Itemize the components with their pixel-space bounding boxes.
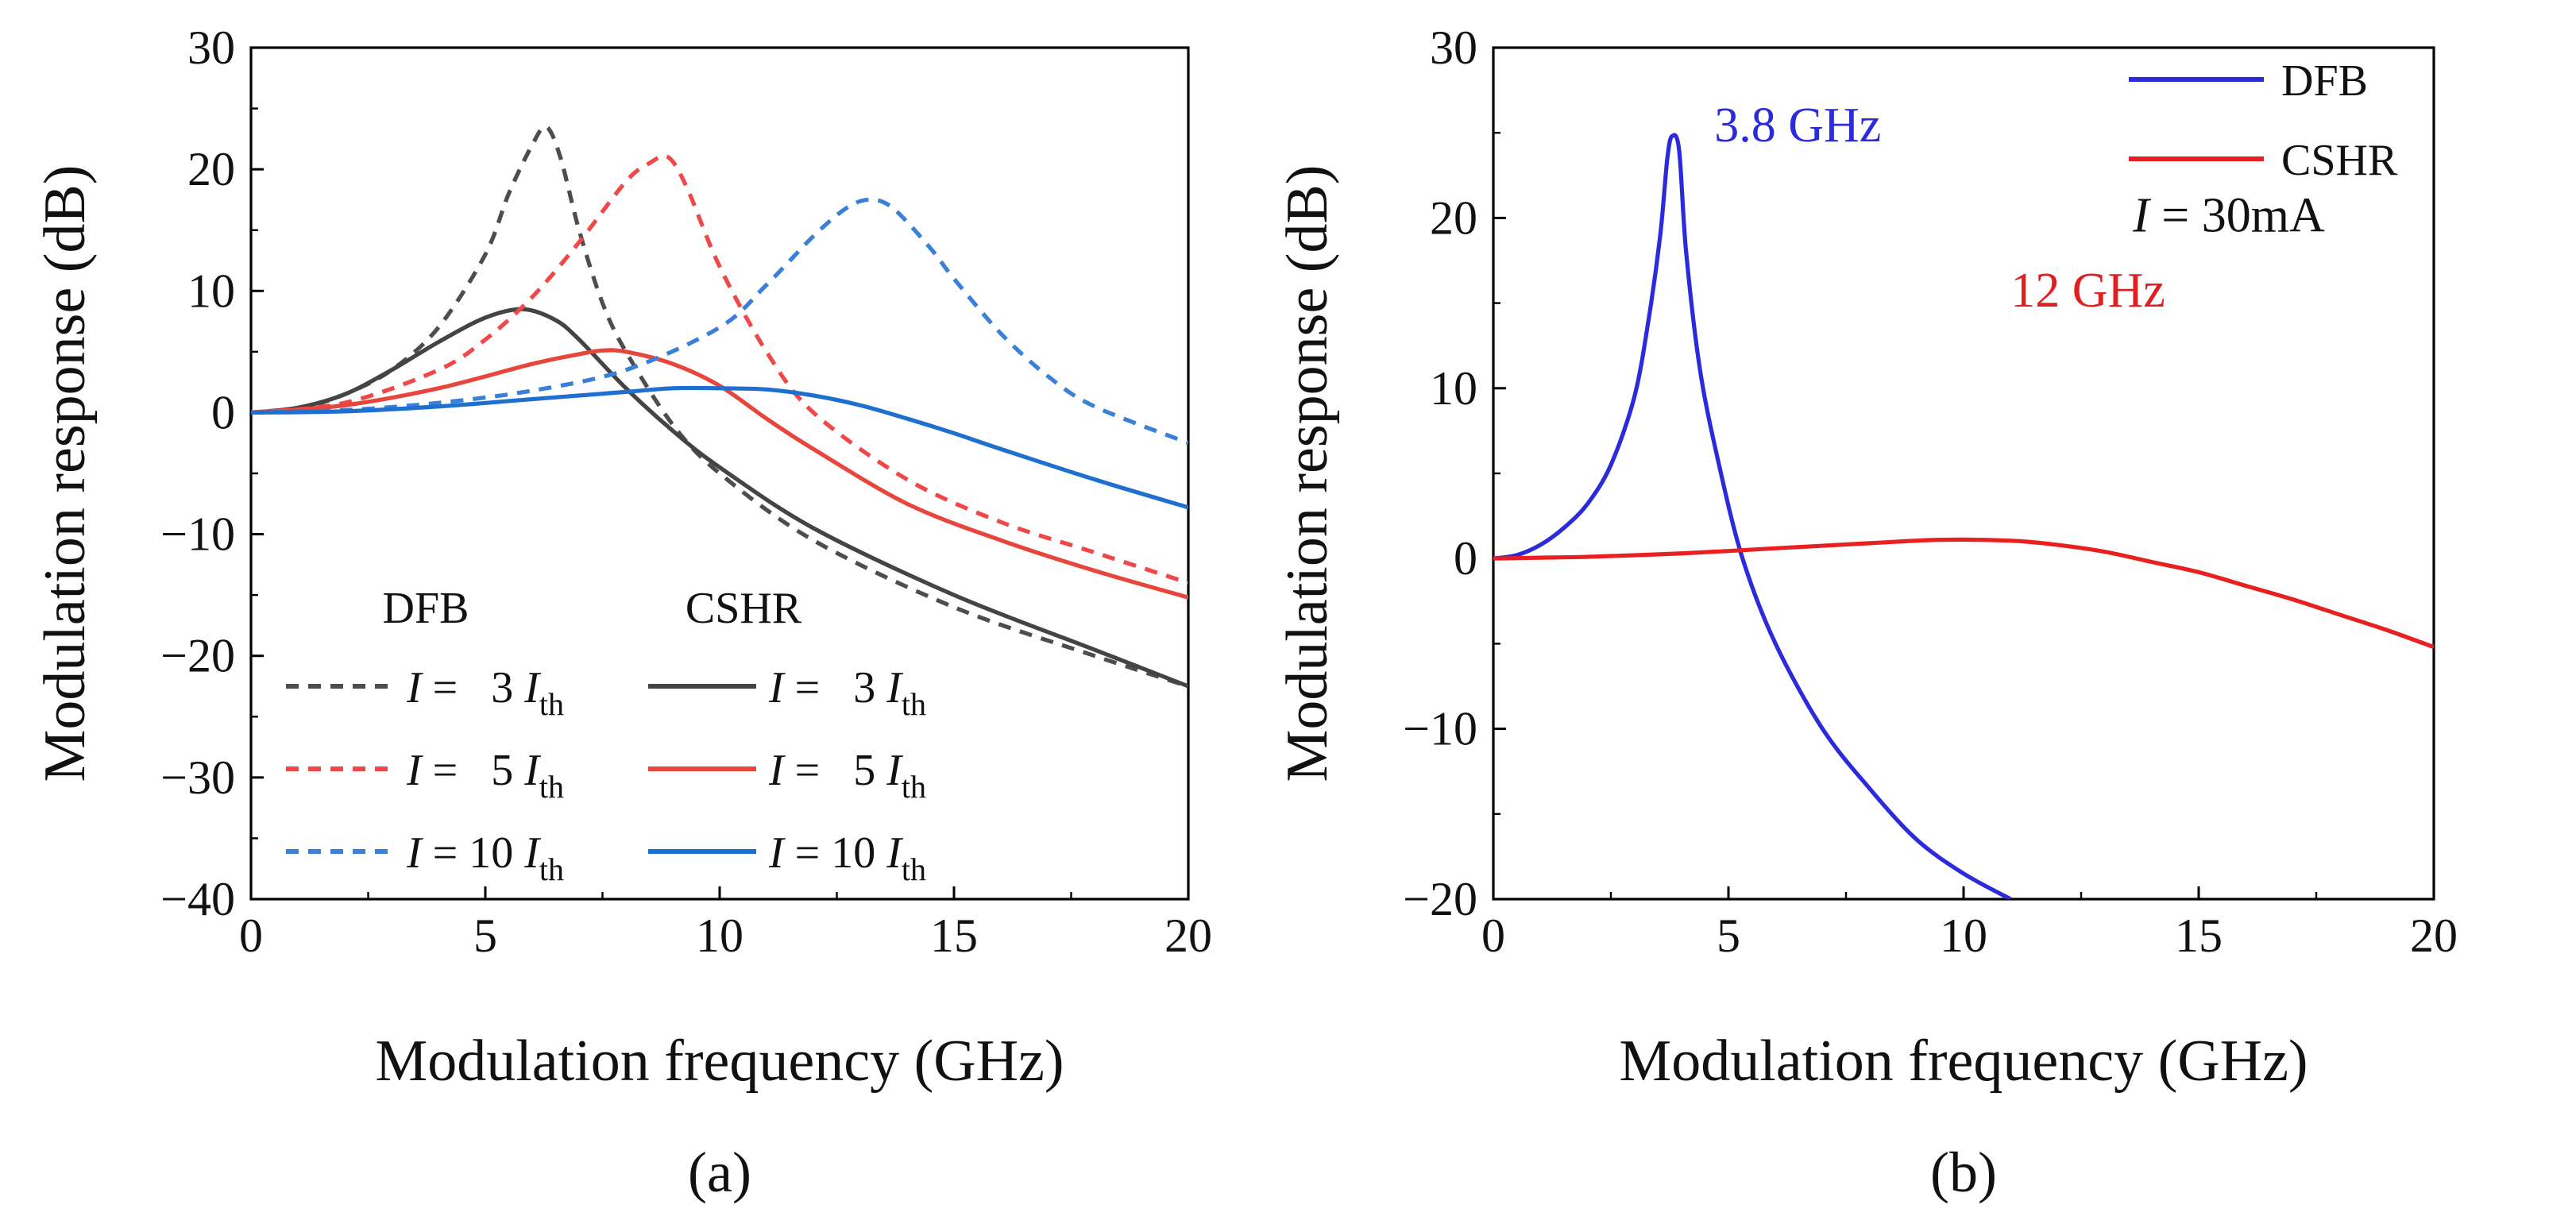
series-line-cshr-3ith xyxy=(251,307,1188,689)
annotation-text: = 30mA xyxy=(2149,189,2325,243)
legend-var: I xyxy=(886,746,903,795)
y-tick-label: 10 xyxy=(1430,362,1477,415)
legend: DFB CSHR xyxy=(2129,56,2398,185)
x-axis-title: Modulation frequency (GHz) xyxy=(375,1029,1064,1094)
panel-caption: (b) xyxy=(1930,1141,1997,1204)
legend-header-dfb: DFB xyxy=(383,584,469,633)
y-tick-label: −30 xyxy=(160,751,235,804)
y-tick-label: −20 xyxy=(160,630,235,682)
y-tick-label: 20 xyxy=(187,143,235,195)
legend-num: 3 xyxy=(831,663,875,712)
legend-space xyxy=(875,828,886,878)
y-tick-label: −40 xyxy=(160,873,235,925)
annotation: I = 30mA xyxy=(2132,189,2325,243)
x-tick-label: 15 xyxy=(930,909,978,962)
legend-sub: th xyxy=(539,851,564,887)
legend-space xyxy=(875,663,886,712)
legend-eq: = xyxy=(784,746,832,795)
legend-label: I = 5 Ith xyxy=(406,746,564,805)
legend-num: 3 xyxy=(469,663,513,712)
legend-eq: = xyxy=(422,663,469,712)
legend-var: I xyxy=(406,746,423,795)
series-line-dfb-3ith xyxy=(251,124,1188,689)
y-tick-label: −10 xyxy=(160,508,235,561)
legend-eq: = xyxy=(784,828,832,878)
annotation-var: I xyxy=(2132,189,2152,243)
legend-num: 10 xyxy=(831,828,875,878)
legend-var: I xyxy=(768,828,786,878)
y-tick-label: −20 xyxy=(1403,873,1477,925)
series-line-cshr xyxy=(1493,537,2434,650)
legend-var: I xyxy=(768,746,786,795)
series-line-cshr-5ith xyxy=(251,348,1188,600)
legend-sub: th xyxy=(902,769,926,805)
legend-num: 5 xyxy=(831,746,875,795)
legend-label: CSHR xyxy=(2281,136,2398,185)
legend-label: I = 5 Ith xyxy=(768,746,926,805)
annotation: 12 GHz xyxy=(2010,264,2165,318)
y-tick-label: 10 xyxy=(187,264,235,317)
legend-header-cshr: CSHR xyxy=(686,584,802,633)
annotation: 3.8 GHz xyxy=(1714,98,1881,152)
legend-var: I xyxy=(523,663,541,712)
panel-caption: (a) xyxy=(688,1141,751,1204)
plot-frame xyxy=(249,46,1190,901)
legend-label: I = 3 Ith xyxy=(406,663,564,722)
x-tick-label: 0 xyxy=(1481,909,1505,962)
y-tick-label: 0 xyxy=(1454,532,1477,585)
legend-label: I = 10 Ith xyxy=(768,828,926,887)
series-line-dfb xyxy=(1493,133,2012,899)
x-axis-title: Modulation frequency (GHz) xyxy=(1619,1029,2308,1094)
panel-b: 0 5 10 15 20 −20 −10 0 10 20 30 Modulation frequenc… xyxy=(1275,21,2458,1204)
series-line-cshr-10ith xyxy=(251,385,1188,510)
x-tick-label: 5 xyxy=(473,909,497,962)
legend-space xyxy=(513,663,524,712)
y-tick-label: 30 xyxy=(1430,21,1477,74)
x-tick-label: 10 xyxy=(696,909,743,962)
x-tick-label: 0 xyxy=(239,909,263,962)
legend-num: 5 xyxy=(469,746,513,795)
x-tick-label: 20 xyxy=(1164,909,1212,962)
legend-sub: th xyxy=(902,851,926,887)
legend-eq: = xyxy=(422,746,469,795)
x-tick-label: 5 xyxy=(1717,909,1740,962)
panel-a: 0 5 10 15 20 −40 −30 −20 −10 0 10 20 30 Modulation fr… xyxy=(33,21,1212,1204)
legend-space xyxy=(513,828,524,878)
y-axis-title: Modulation response (dB) xyxy=(1275,165,1340,782)
y-tick-label: 0 xyxy=(211,386,235,438)
legend-var: I xyxy=(406,663,423,712)
y-tick-label: 30 xyxy=(187,21,235,74)
x-tick-label: 10 xyxy=(1940,909,1987,962)
legend-label: I = 3 Ith xyxy=(768,663,926,722)
series-line-dfb-10ith xyxy=(251,197,1188,446)
x-tick-label: 20 xyxy=(2410,909,2458,962)
y-tick-label: −10 xyxy=(1403,703,1477,755)
legend-eq: = xyxy=(784,663,832,712)
legend-var: I xyxy=(523,746,541,795)
x-tick-label: 15 xyxy=(2175,909,2223,962)
legend-num: 10 xyxy=(469,828,513,878)
legend-var: I xyxy=(768,663,786,712)
legend-sub: th xyxy=(539,769,564,805)
legend-var: I xyxy=(886,663,903,712)
legend-label: DFB xyxy=(2281,56,2368,106)
legend-eq: = xyxy=(422,828,469,878)
legend-var: I xyxy=(523,828,541,878)
y-tick-label: 20 xyxy=(1430,191,1477,244)
legend-var: I xyxy=(886,828,903,878)
legend-sub: th xyxy=(539,686,564,722)
legend-sub: th xyxy=(902,686,926,722)
legend-space xyxy=(513,746,524,795)
legend-space xyxy=(875,746,886,795)
series-line-dfb-5ith xyxy=(251,153,1188,585)
legend-label: I = 10 Ith xyxy=(406,828,564,887)
legend-var: I xyxy=(406,828,423,878)
y-axis-title: Modulation response (dB) xyxy=(33,165,98,782)
